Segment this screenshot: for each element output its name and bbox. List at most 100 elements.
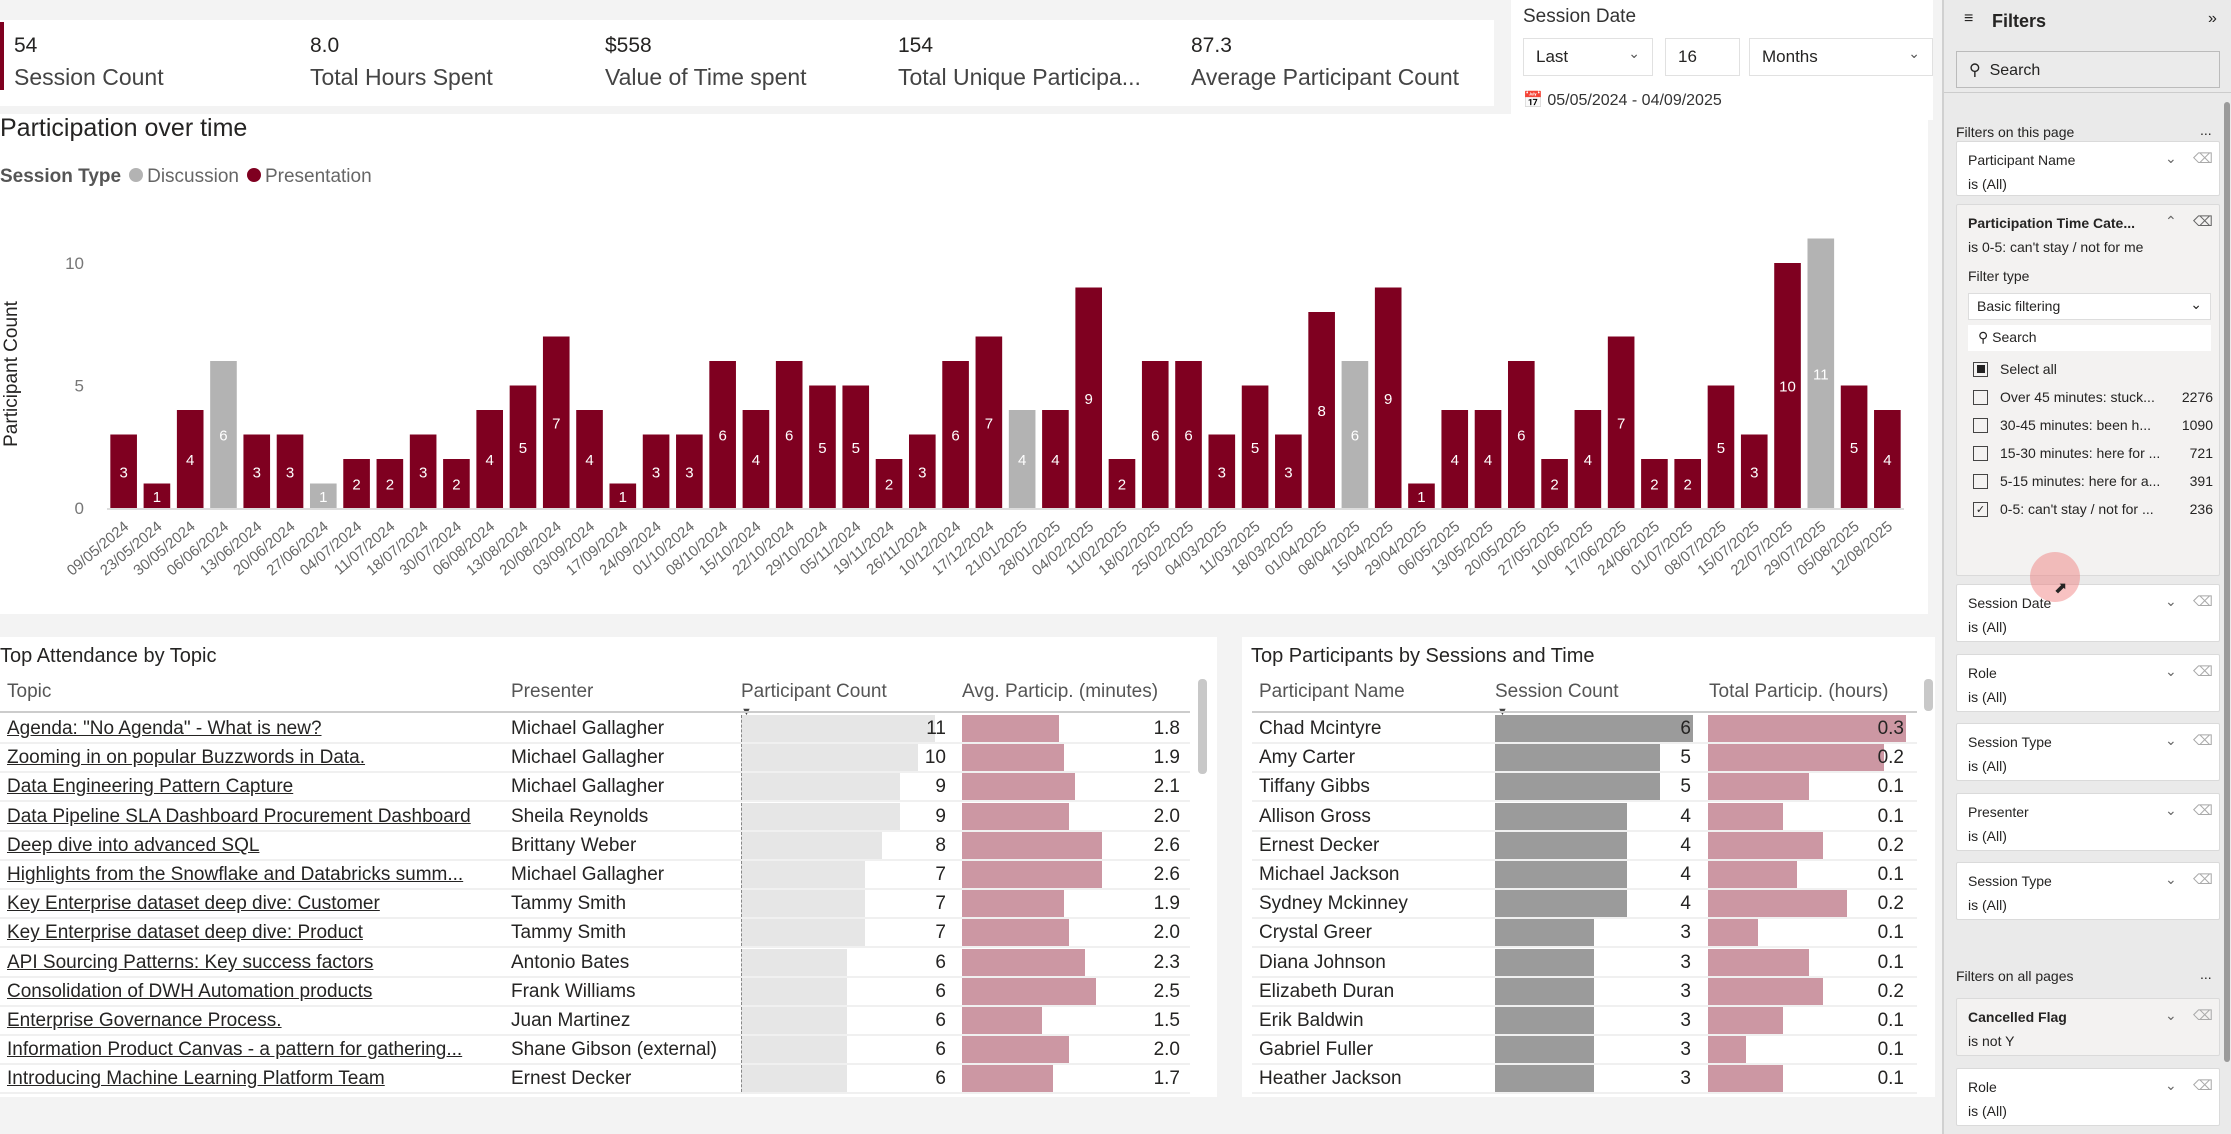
chevron-down-icon[interactable]: ⌄ [2165,1007,2177,1023]
table-row[interactable]: Enterprise Governance Process. Juan Marti… [0,1007,1190,1036]
bar[interactable] [609,483,637,509]
chevron-up-icon[interactable]: ⌃ [2165,213,2177,229]
bar[interactable] [110,434,137,509]
eraser-icon[interactable]: ⌫ [2193,593,2213,609]
period-count-input[interactable]: 16 [1665,38,1740,76]
topic-link[interactable]: Consolidation of DWH Automation products [7,980,373,1002]
table-row[interactable]: Crystal Greer 3 0.1 [1252,919,1917,949]
bar[interactable] [1374,287,1402,509]
bar[interactable] [1840,385,1868,509]
table-row[interactable]: API Sourcing Patterns: Key success facto… [0,948,1190,978]
table-row[interactable]: Consolidation of DWH Automation products… [0,977,1190,1007]
bar[interactable] [1740,434,1768,509]
relative-dropdown[interactable]: Last ⌄ [1523,38,1653,76]
table-row[interactable]: Gabriel Fuller 3 0.1 [1252,1036,1917,1066]
filter-card[interactable]: Session Type is (All) ⌄ ⌫ [1956,862,2220,920]
pane-scrollbar[interactable] [2224,102,2230,1062]
filter-value-checkbox[interactable]: 5-15 minutes: here for a... 391 [1973,473,2213,489]
topic-link[interactable]: Key Enterprise dataset deep dive: Produc… [7,922,363,944]
bar[interactable] [842,385,870,509]
table-row[interactable]: Tiffany Gibbs 5 0.1 [1252,773,1917,803]
bar[interactable] [676,434,703,509]
bar[interactable] [975,336,1003,509]
bar[interactable] [542,336,570,509]
filter-values-search[interactable]: ⚲ Search [1968,325,2211,351]
more-options-icon[interactable]: ... [2200,122,2212,138]
topic-link[interactable]: Data Pipeline SLA Dashboard Procurement … [7,805,471,827]
bar[interactable] [1574,410,1602,508]
bar[interactable] [1341,361,1369,508]
bar[interactable] [742,410,770,508]
bar[interactable] [1607,336,1635,509]
bar[interactable] [1275,434,1302,509]
bar[interactable] [1674,459,1702,508]
chevron-down-icon[interactable]: ⌄ [2165,662,2177,679]
legend-item-discussion[interactable]: Discussion [129,166,239,188]
bar[interactable] [309,483,337,509]
bar[interactable] [1108,459,1136,508]
table-row[interactable]: Introducing Machine Learning Platform Te… [0,1065,1190,1095]
bar[interactable] [176,410,204,508]
bar[interactable] [243,434,271,509]
bar[interactable] [1874,410,1901,508]
col-header-participant-count[interactable]: Participant Count [741,681,887,702]
bar[interactable] [443,459,470,508]
eraser-icon[interactable]: ⌫ [2193,1007,2213,1023]
bar[interactable] [1774,263,1801,508]
eraser-icon[interactable]: ⌫ [2193,871,2213,887]
filter-value-checkbox[interactable]: 15-30 minutes: here for ... 721 [1973,445,2213,461]
bar[interactable] [1175,361,1202,508]
bar[interactable] [1507,361,1535,508]
table-row[interactable]: Key Enterprise dataset deep dive: Produc… [0,919,1190,949]
eraser-icon[interactable]: ⌫ [2193,150,2213,166]
col-header-total-hours[interactable]: Total Particip. (hours) [1709,681,1889,702]
topic-link[interactable]: Highlights from the Snowflake and Databr… [7,864,464,885]
topic-link[interactable]: Deep dive into advanced SQL [7,834,260,856]
bar[interactable] [576,410,603,508]
table-row[interactable]: Data Engineering Pattern Capture Michael … [0,773,1190,803]
legend-item-presentation[interactable]: Presentation [246,166,372,188]
table-row[interactable]: Information Product Canvas - a pattern f… [0,1036,1190,1066]
filter-card[interactable]: Presenter is (All) ⌄ ⌫ [1956,792,2220,851]
eraser-icon[interactable]: ⌫ [2193,213,2213,229]
table-row[interactable]: Heather Jackson 3 0.1 [1252,1065,1917,1095]
bar[interactable] [409,434,437,509]
bar[interactable] [1441,410,1469,508]
filter-card[interactable]: Role is (All) ⌄ ⌫ [1956,1067,2220,1126]
bar[interactable] [809,385,836,509]
bar[interactable] [775,361,803,508]
topic-link[interactable]: API Sourcing Patterns: Key success facto… [7,951,374,973]
table-row[interactable]: Chad Mcintyre 6 0.3 [1252,715,1917,744]
bar[interactable] [1141,361,1169,508]
table-row[interactable]: Diana Johnson 3 0.1 [1252,948,1917,978]
bar[interactable] [1707,385,1735,509]
filter-card[interactable]: Session Type is (All) ⌄ ⌫ [1956,723,2220,781]
bar[interactable] [509,385,537,509]
topic-link[interactable]: Key Enterprise dataset deep dive: Custom… [7,893,380,915]
eraser-icon[interactable]: ⌫ [2193,732,2213,748]
scrollbar[interactable] [1198,679,1207,774]
chevron-down-icon[interactable]: ⌄ [2165,732,2177,748]
bar[interactable] [1208,434,1236,509]
scrollbar[interactable] [1924,679,1933,711]
bar[interactable] [1641,459,1668,508]
bar[interactable] [143,483,171,509]
table-row[interactable]: Agenda: "No Agenda" - What is new? Michae… [0,715,1190,744]
filter-card[interactable]: Session Date is (All) ⌄ ⌫ [1956,584,2220,642]
filter-card-participation-time-category[interactable]: Participation Time Cate... is 0-5: can't… [1956,204,2220,576]
bar[interactable] [343,459,370,508]
filter-value-checkbox[interactable]: 30-45 minutes: been h... 1090 [1973,417,2213,433]
more-options-icon[interactable]: ... [2200,966,2212,982]
eraser-icon[interactable]: ⌫ [2193,1076,2213,1093]
topic-link[interactable]: Data Engineering Pattern Capture [7,776,294,798]
table-row[interactable]: Elizabeth Duran 3 0.2 [1252,977,1917,1007]
bar[interactable] [476,410,504,508]
chevron-down-icon[interactable]: ⌄ [2165,871,2177,887]
eraser-icon[interactable]: ⌫ [2193,662,2213,679]
col-header-session-count[interactable]: Session Count [1495,681,1619,702]
chevron-down-icon[interactable]: ⌄ [2165,801,2177,818]
bar[interactable] [1474,410,1502,508]
eraser-icon[interactable]: ⌫ [2193,801,2213,818]
bar[interactable] [1408,483,1435,509]
topic-link[interactable]: Enterprise Governance Process. [7,1010,282,1031]
